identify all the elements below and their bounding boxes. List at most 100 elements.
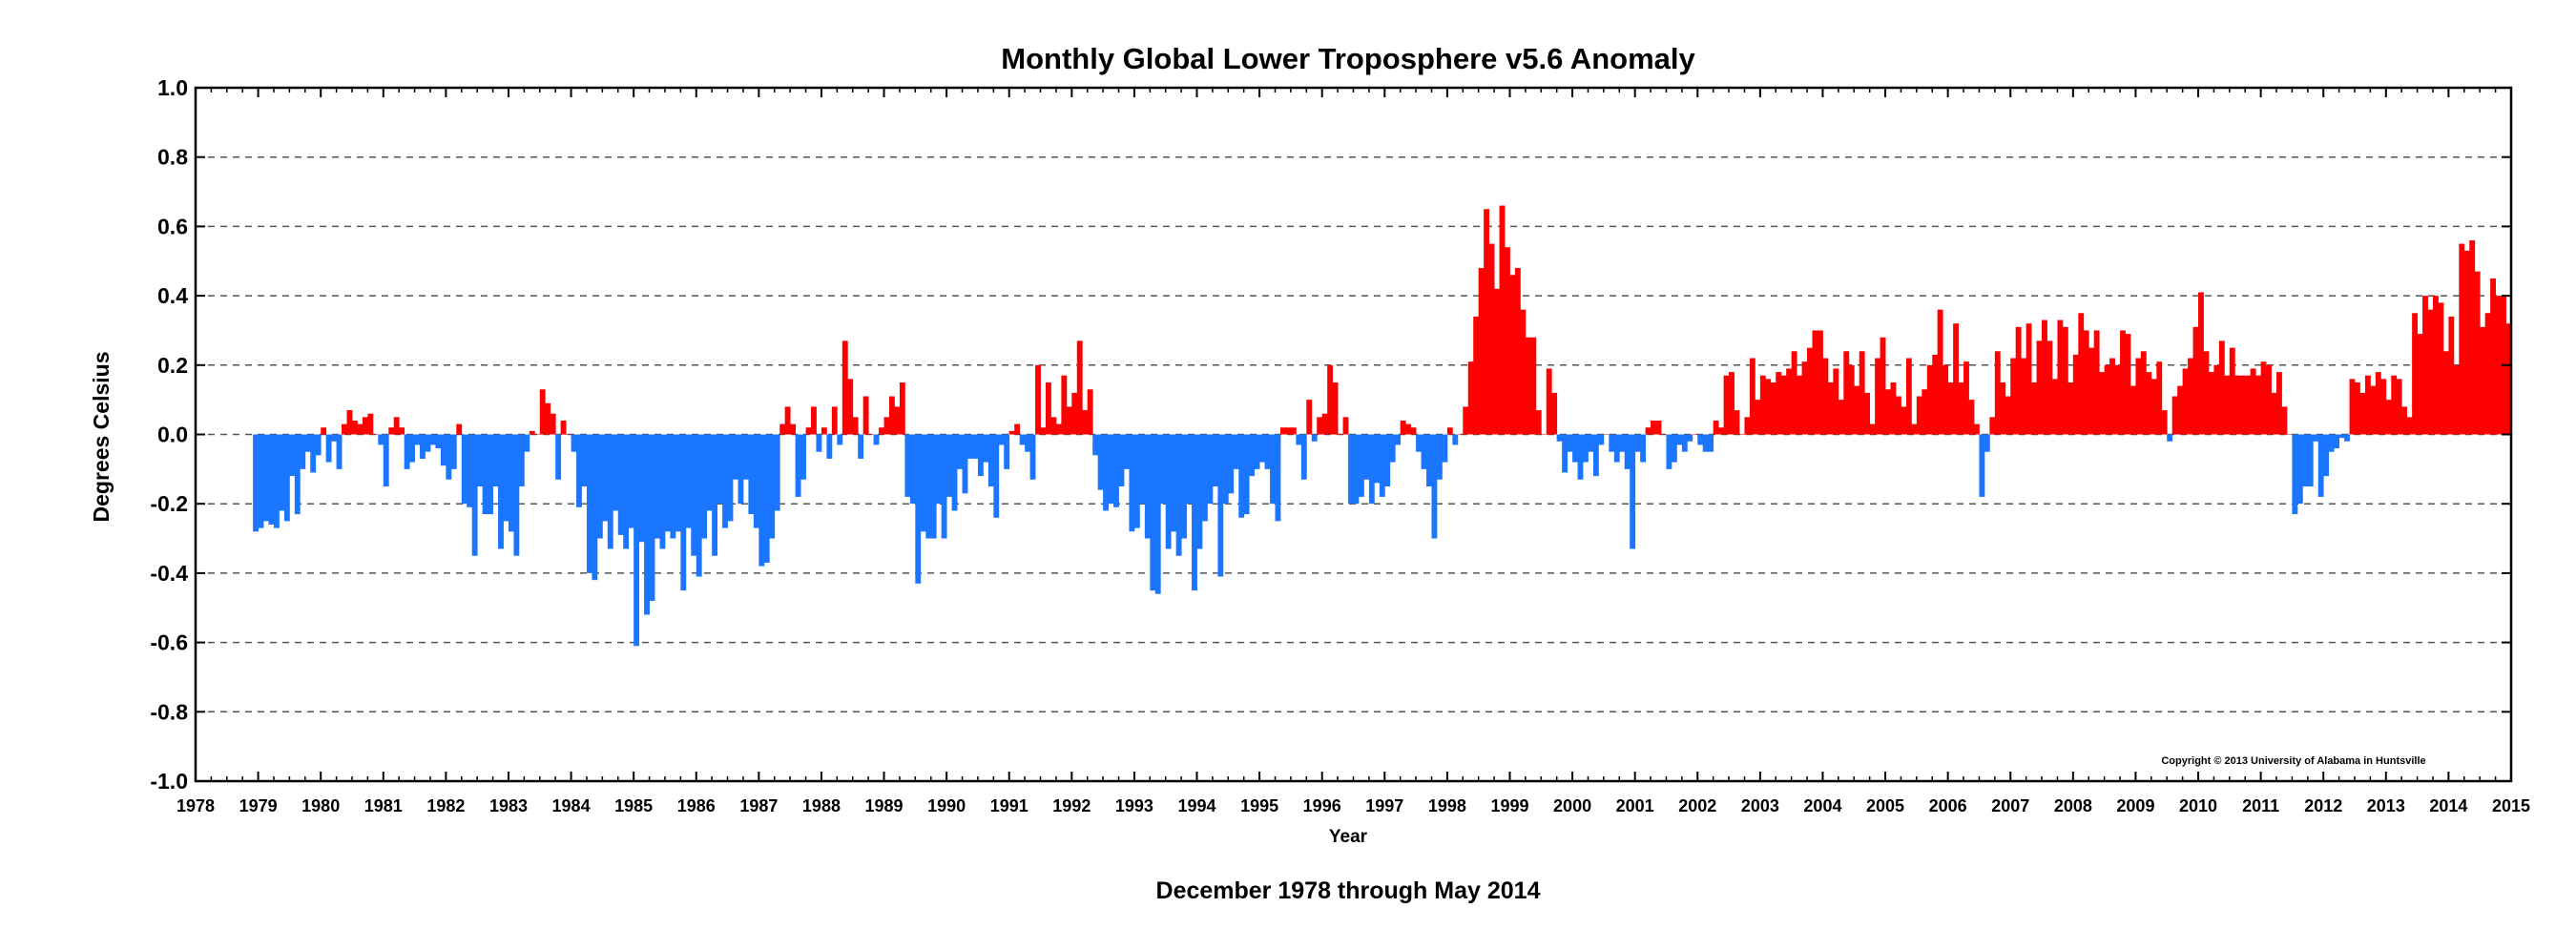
bar bbox=[477, 434, 484, 487]
bar bbox=[2344, 434, 2350, 442]
bar bbox=[1139, 434, 1146, 505]
bar bbox=[2042, 320, 2047, 435]
bar bbox=[899, 382, 905, 435]
bar bbox=[2010, 358, 2017, 435]
bar bbox=[1755, 400, 1761, 435]
bar bbox=[1989, 417, 1996, 435]
bar bbox=[1739, 434, 1745, 435]
bar bbox=[550, 413, 556, 435]
bar bbox=[1342, 417, 1349, 435]
y-tick-label: -0.8 bbox=[150, 699, 188, 724]
bar bbox=[1389, 434, 1396, 463]
bar bbox=[279, 434, 285, 511]
bar bbox=[800, 434, 806, 480]
bar bbox=[524, 434, 530, 452]
bar bbox=[1880, 337, 1886, 435]
bar bbox=[1279, 427, 1286, 435]
bar bbox=[1285, 427, 1292, 435]
x-tick-label: 1985 bbox=[614, 796, 653, 815]
bar bbox=[2208, 372, 2214, 435]
bar bbox=[1150, 434, 1156, 591]
bar bbox=[2281, 406, 2288, 435]
bar bbox=[1332, 382, 1339, 435]
bar bbox=[1212, 434, 1218, 487]
bar bbox=[2286, 434, 2293, 435]
y-tick-label: -0.6 bbox=[150, 630, 188, 655]
bar bbox=[2323, 434, 2330, 477]
bar bbox=[1613, 434, 1620, 463]
bar bbox=[2396, 379, 2402, 435]
bar bbox=[811, 406, 817, 435]
bar bbox=[393, 417, 400, 435]
bar bbox=[1619, 434, 1626, 452]
bar bbox=[1942, 364, 1949, 435]
bar bbox=[1175, 434, 1182, 556]
bar bbox=[2433, 296, 2439, 435]
bar bbox=[1436, 434, 1443, 480]
bar bbox=[1071, 392, 1078, 435]
y-axis-label: Degrees Celsius bbox=[89, 352, 114, 523]
bar bbox=[1645, 427, 1652, 435]
bar bbox=[2490, 278, 2497, 435]
bar bbox=[2167, 434, 2173, 442]
bar bbox=[253, 434, 259, 532]
bar bbox=[617, 434, 624, 535]
bar bbox=[2266, 364, 2272, 435]
bar bbox=[1379, 434, 1385, 497]
bar bbox=[357, 423, 364, 435]
bar bbox=[1217, 434, 1224, 577]
bar bbox=[518, 434, 525, 487]
bar bbox=[586, 434, 592, 573]
bar bbox=[414, 434, 421, 445]
bar bbox=[372, 434, 379, 435]
x-tick-label: 2008 bbox=[2054, 796, 2092, 815]
bar bbox=[409, 434, 415, 463]
bar bbox=[1050, 417, 1057, 435]
bar bbox=[1446, 427, 1453, 435]
bar bbox=[763, 434, 770, 563]
x-tick-label: 2014 bbox=[2429, 796, 2467, 815]
bar bbox=[1317, 417, 1323, 435]
bar bbox=[539, 389, 546, 435]
bar bbox=[883, 417, 890, 435]
bar bbox=[1014, 423, 1021, 435]
bar bbox=[2480, 326, 2486, 435]
bar bbox=[1029, 434, 1036, 480]
bar bbox=[2188, 358, 2193, 435]
bar bbox=[467, 434, 473, 507]
bar bbox=[555, 434, 562, 480]
bar bbox=[300, 434, 306, 469]
x-tick-label: 2004 bbox=[1803, 796, 1841, 815]
bar bbox=[769, 434, 776, 539]
bar bbox=[2375, 372, 2381, 435]
bar bbox=[852, 417, 859, 435]
bar bbox=[383, 434, 389, 487]
x-tick-label: 2011 bbox=[2242, 796, 2279, 815]
bar bbox=[1729, 372, 1735, 435]
bar bbox=[2495, 296, 2502, 435]
bar bbox=[425, 434, 431, 452]
bar bbox=[1368, 434, 1375, 505]
bar bbox=[774, 434, 780, 511]
bar bbox=[1509, 275, 1516, 435]
bar bbox=[1363, 434, 1370, 480]
bar bbox=[649, 434, 655, 601]
bar bbox=[1953, 323, 1959, 435]
bar bbox=[2463, 250, 2470, 435]
bar bbox=[2093, 330, 2100, 435]
bar bbox=[879, 427, 884, 435]
x-tick-label: 2000 bbox=[1553, 796, 1591, 815]
bar bbox=[623, 434, 630, 549]
bar bbox=[1776, 372, 1782, 435]
bar bbox=[638, 434, 645, 543]
bar bbox=[2078, 313, 2085, 435]
bar bbox=[2000, 382, 2006, 435]
bar bbox=[675, 434, 681, 532]
bar bbox=[342, 423, 347, 435]
bar bbox=[607, 434, 613, 549]
bar bbox=[2182, 368, 2189, 435]
bar bbox=[566, 434, 571, 435]
bar bbox=[1911, 423, 1918, 435]
bar bbox=[2218, 340, 2225, 435]
